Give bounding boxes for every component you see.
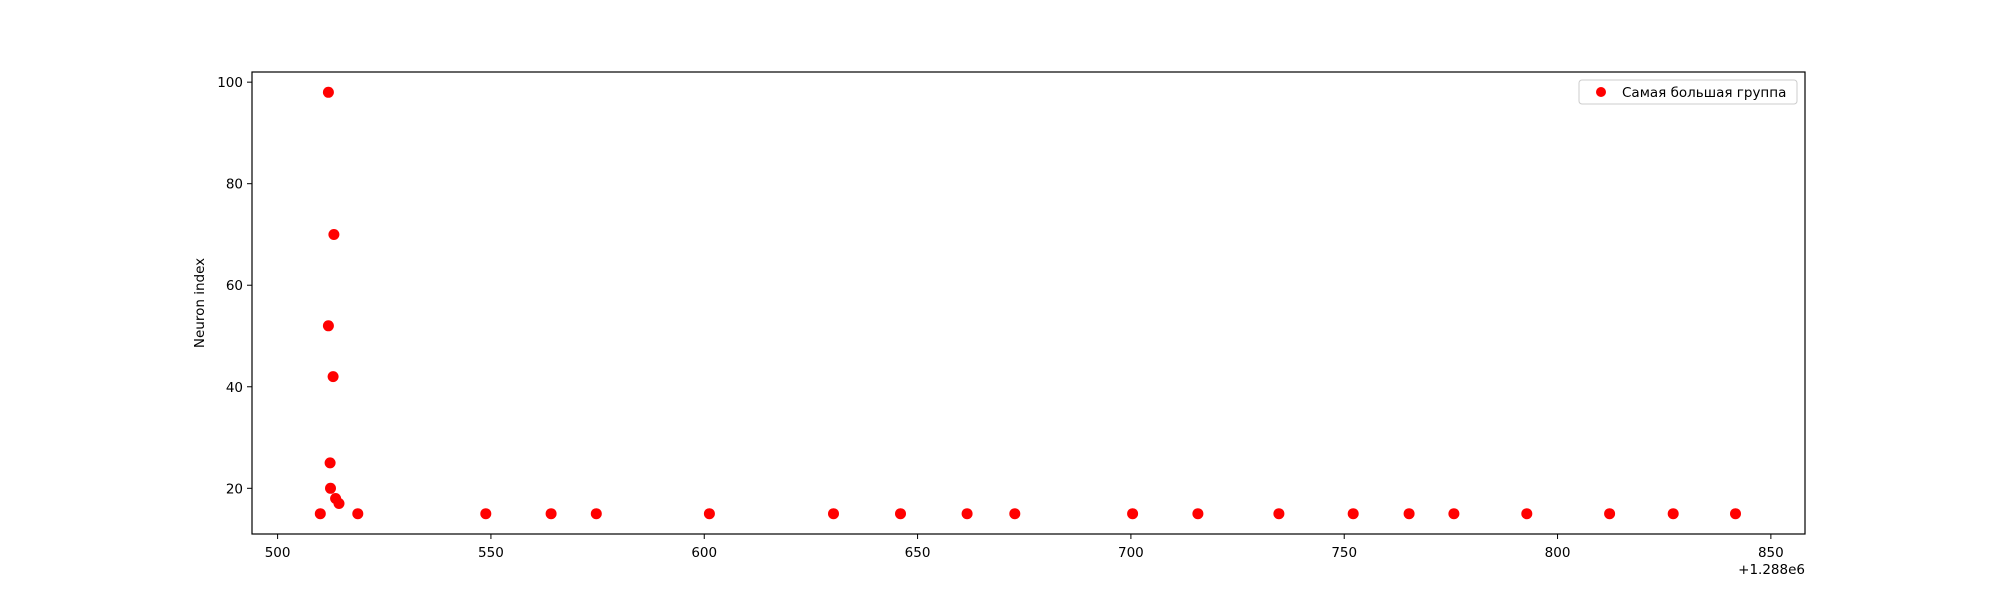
x-tick-label: 550 — [478, 545, 504, 561]
x-axis-offset-label: +1.288e6 — [1738, 562, 1805, 578]
data-point — [315, 508, 326, 519]
data-point — [1273, 508, 1284, 519]
data-point — [328, 229, 339, 240]
data-point — [480, 508, 491, 519]
x-tick-label: 850 — [1758, 545, 1784, 561]
data-point — [546, 508, 557, 519]
data-point — [1521, 508, 1532, 519]
data-point — [1668, 508, 1679, 519]
x-tick-label: 650 — [905, 545, 931, 561]
data-point — [1192, 508, 1203, 519]
x-axis-ticks: 500 550 600 650 700 750 800 850 — [265, 534, 1784, 561]
data-point — [1730, 508, 1741, 519]
data-point — [1348, 508, 1359, 519]
data-point — [828, 508, 839, 519]
x-tick-label: 600 — [691, 545, 717, 561]
data-point — [325, 483, 336, 494]
data-point — [323, 87, 334, 98]
y-tick-label: 40 — [226, 380, 243, 396]
x-tick-label: 800 — [1545, 545, 1571, 561]
y-axis-ticks: 20 40 60 80 100 — [217, 75, 252, 497]
x-tick-label: 750 — [1331, 545, 1357, 561]
data-point — [1127, 508, 1138, 519]
legend: Самая большая группа — [1579, 80, 1797, 104]
y-tick-label: 60 — [226, 278, 243, 294]
x-tick-label: 500 — [265, 545, 291, 561]
legend-label: Самая большая группа — [1622, 85, 1786, 101]
data-point — [704, 508, 715, 519]
data-point — [591, 508, 602, 519]
y-tick-label: 20 — [226, 481, 243, 497]
plot-area — [252, 72, 1805, 534]
y-axis-label: Neuron index — [192, 258, 208, 348]
y-tick-label: 100 — [217, 75, 243, 91]
data-point — [1448, 508, 1459, 519]
data-point — [962, 508, 973, 519]
y-tick-label: 80 — [226, 177, 243, 193]
data-point — [328, 371, 339, 382]
x-tick-label: 700 — [1118, 545, 1144, 561]
data-point — [323, 320, 334, 331]
data-point — [1404, 508, 1415, 519]
data-point — [325, 457, 336, 468]
data-point — [1604, 508, 1615, 519]
data-point — [1009, 508, 1020, 519]
data-point — [895, 508, 906, 519]
legend-marker — [1596, 87, 1606, 97]
data-point — [334, 498, 345, 509]
data-point — [352, 508, 363, 519]
